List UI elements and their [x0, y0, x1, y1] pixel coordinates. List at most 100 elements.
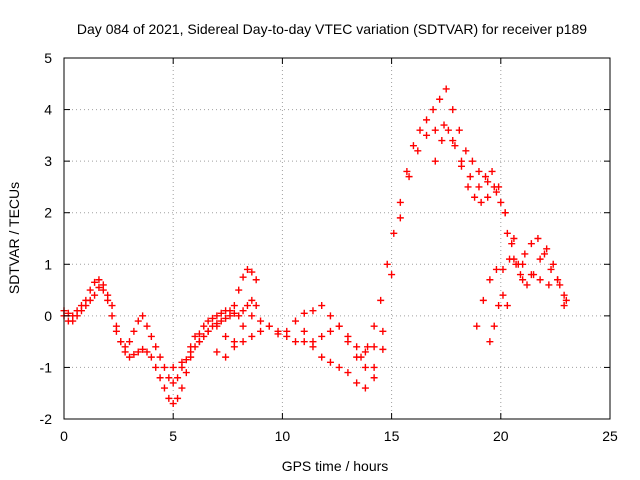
- series-track-1: [60, 265, 260, 408]
- data-point: [73, 312, 81, 320]
- data-point: [414, 147, 422, 155]
- data-point: [130, 327, 138, 335]
- data-point: [326, 358, 334, 366]
- series-track-2: [60, 283, 260, 387]
- data-point: [370, 343, 378, 351]
- data-point: [230, 302, 238, 310]
- data-point: [383, 260, 391, 268]
- data-point: [152, 363, 160, 371]
- data-point: [438, 137, 446, 145]
- data-point: [174, 394, 182, 402]
- data-point: [147, 332, 155, 340]
- data-point: [499, 265, 507, 273]
- data-point: [165, 394, 173, 402]
- data-point: [466, 173, 474, 181]
- x-tick-label: 15: [384, 428, 400, 444]
- data-point: [436, 95, 444, 103]
- data-point: [283, 327, 291, 335]
- data-point: [335, 322, 343, 330]
- data-point: [545, 281, 553, 289]
- data-point: [390, 229, 398, 237]
- y-tick-label: 1: [44, 256, 52, 272]
- data-point: [527, 240, 535, 248]
- data-point: [235, 312, 243, 320]
- grid-lines: [64, 58, 610, 419]
- data-point: [484, 193, 492, 201]
- y-tick-label: 2: [44, 205, 52, 221]
- data-point: [126, 353, 134, 361]
- data-point: [200, 322, 208, 330]
- data-point: [451, 142, 459, 150]
- data-point: [431, 126, 439, 134]
- data-point: [217, 309, 225, 317]
- data-point: [147, 353, 155, 361]
- data-point: [156, 374, 164, 382]
- y-tick-label: 4: [44, 102, 52, 118]
- data-point: [230, 338, 238, 346]
- series-track-4: [213, 302, 378, 382]
- data-point: [442, 85, 450, 93]
- data-point: [191, 332, 199, 340]
- data-point: [492, 265, 500, 273]
- data-point: [488, 167, 496, 175]
- data-point: [508, 240, 516, 248]
- data-point: [471, 193, 479, 201]
- data-point: [490, 183, 498, 191]
- data-point: [353, 379, 361, 387]
- series-track-8: [473, 255, 527, 330]
- data-point: [112, 327, 120, 335]
- data-point: [239, 322, 247, 330]
- data-point: [182, 369, 190, 377]
- data-point: [126, 338, 134, 346]
- data-point: [117, 338, 125, 346]
- data-point: [556, 281, 564, 289]
- data-point: [543, 245, 551, 253]
- data-point: [265, 322, 273, 330]
- data-point: [195, 330, 203, 338]
- data-point: [300, 309, 308, 317]
- data-point: [379, 327, 387, 335]
- y-tick-label: 0: [44, 308, 52, 324]
- data-point: [326, 312, 334, 320]
- data-point: [353, 343, 361, 351]
- data-point: [370, 322, 378, 330]
- chart-title: Day 084 of 2021, Sidereal Day-to-day VTE…: [77, 21, 587, 37]
- data-point: [222, 353, 230, 361]
- data-point: [370, 363, 378, 371]
- data-point: [156, 353, 164, 361]
- data-point: [335, 363, 343, 371]
- data-point: [77, 307, 85, 315]
- data-point: [213, 322, 221, 330]
- data-point: [562, 296, 570, 304]
- data-point: [130, 351, 138, 359]
- data-point: [252, 276, 260, 284]
- x-axis-label: GPS time / hours: [282, 458, 389, 474]
- data-point: [160, 363, 168, 371]
- data-point: [178, 384, 186, 392]
- data-point: [82, 302, 90, 310]
- data-point: [549, 260, 557, 268]
- data-point: [143, 348, 151, 356]
- y-tick-label: -1: [40, 359, 53, 375]
- data-point: [160, 384, 168, 392]
- data-point: [530, 271, 538, 279]
- data-point: [326, 327, 334, 335]
- data-point: [182, 356, 190, 364]
- data-point: [468, 157, 476, 165]
- data-point: [482, 173, 490, 181]
- x-tick-label: 10: [275, 428, 291, 444]
- data-point: [477, 198, 485, 206]
- series-track-3: [169, 322, 387, 371]
- data-point: [429, 106, 437, 114]
- data-point: [357, 353, 365, 361]
- data-point: [475, 167, 483, 175]
- y-axis-label: SDTVAR / TECUs: [6, 182, 22, 294]
- y-tick-label: -2: [40, 411, 53, 427]
- data-point: [222, 314, 230, 322]
- data-point: [91, 278, 99, 286]
- data-point: [484, 178, 492, 186]
- data-point: [506, 255, 514, 263]
- data-point: [213, 312, 221, 320]
- data-point: [252, 302, 260, 310]
- data-point: [361, 384, 369, 392]
